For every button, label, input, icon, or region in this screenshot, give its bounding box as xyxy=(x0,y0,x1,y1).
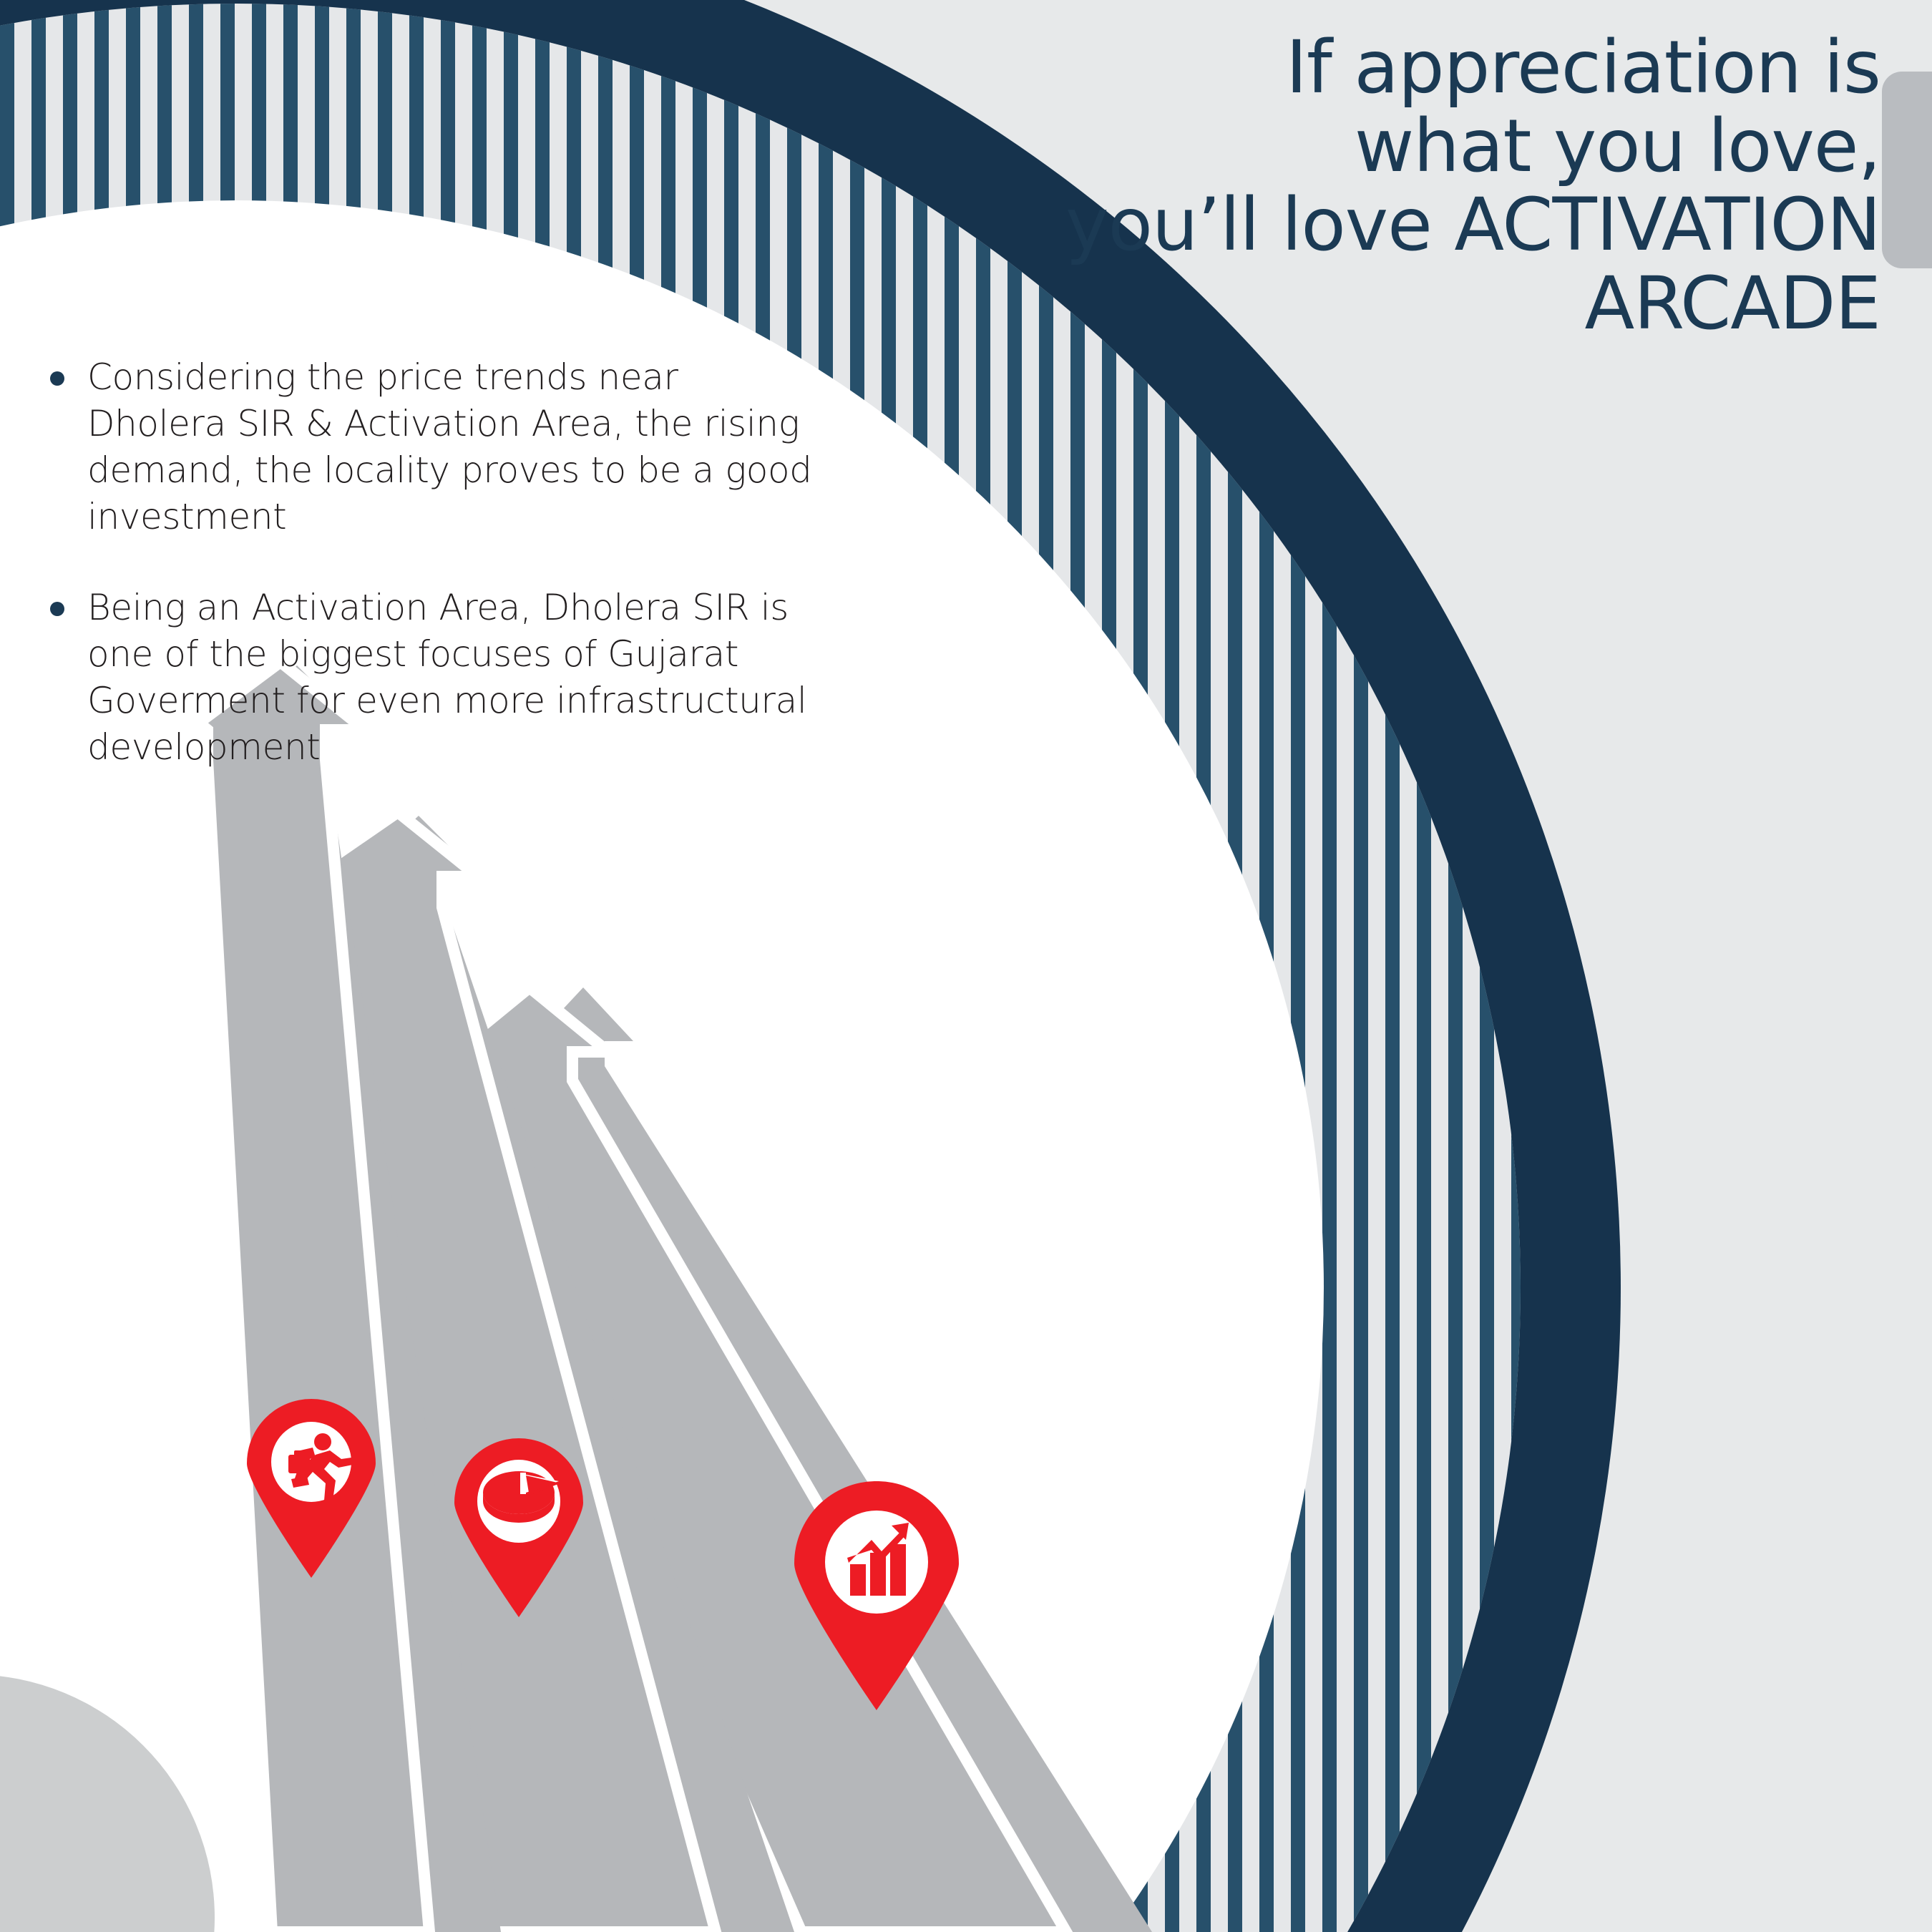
tall-arrow xyxy=(190,654,501,1932)
bullet-dot-icon xyxy=(50,602,64,616)
bullet-text: Being an Activation Area, Dholera SIR is… xyxy=(87,587,807,768)
benefits-bullet-list: Considering the price trends near Dholer… xyxy=(43,354,816,815)
bar-chart-growth-icon xyxy=(794,1481,959,1710)
map-pin-bar-chart-growth[interactable] xyxy=(794,1481,959,1710)
list-item: Considering the price trends near Dholer… xyxy=(43,354,816,540)
corner-tab-decoration xyxy=(1882,72,1932,268)
bullet-text: Considering the price trends near Dholer… xyxy=(87,356,812,537)
page-title: If appreciation is what you love, you’ll… xyxy=(1065,25,1881,347)
bullet-dot-icon xyxy=(50,371,64,386)
map-pin-running-businessman[interactable] xyxy=(247,1399,376,1578)
pie-chart-icon xyxy=(454,1438,583,1617)
gray-circle-decoration xyxy=(0,1676,215,1932)
list-item: Being an Activation Area, Dholera SIR is… xyxy=(43,585,816,771)
running-businessman-icon xyxy=(247,1399,376,1578)
map-pin-pie-chart[interactable] xyxy=(454,1438,583,1617)
